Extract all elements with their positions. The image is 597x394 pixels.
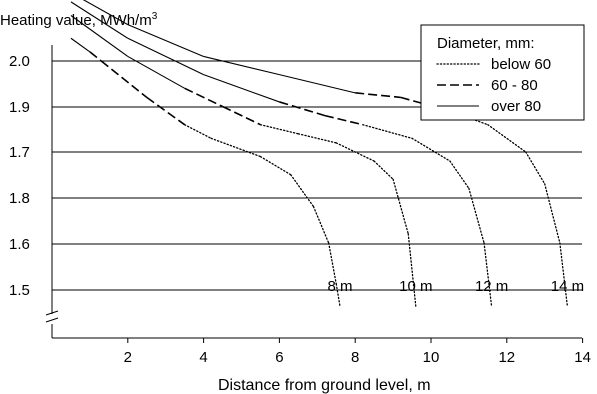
series-segment-dashed [146, 96, 186, 126]
x-tick-label: 14 [574, 349, 591, 366]
x-axis-title: Distance from ground level, m [218, 377, 431, 394]
series-10-m [70, 15, 417, 308]
series-segment-dotted [411, 137, 451, 162]
series-segment-dotted [362, 124, 413, 140]
series-segment-dotted [328, 242, 337, 285]
series-end-label: 10 m [399, 278, 432, 295]
x-tick-label: 2 [124, 349, 132, 366]
y-axis-title-superscript: 3 [152, 11, 158, 22]
series-segment-solid [70, 15, 129, 57]
series-8-m [70, 37, 341, 308]
series-segment-solid [127, 37, 204, 76]
x-tick-label: 8 [351, 349, 359, 366]
legend: Diameter, mm: below 60 60 - 80 over 80 [420, 24, 585, 121]
series-segment-dotted [392, 178, 409, 235]
series-segment-dotted [449, 160, 470, 190]
series-segment-dotted [335, 283, 341, 308]
series-segment-dotted [259, 155, 292, 176]
series-segment-dashed [100, 60, 148, 99]
series-segment-dotted [483, 242, 493, 308]
y-tick-label: 1.8 [9, 190, 30, 207]
series-segment-solid [70, 37, 91, 53]
series-segment-dotted [373, 160, 394, 180]
series-segment-dotted [544, 183, 561, 244]
series-segment-dotted [290, 174, 315, 208]
series-segment-dashed [279, 101, 326, 117]
series-segment-dotted [259, 124, 300, 135]
series-segment-solid [203, 55, 280, 76]
axis-break-mark [45, 317, 59, 323]
legend-entry-label: 60 - 80 [491, 77, 538, 94]
series-segment-dashed [89, 51, 102, 62]
x-tick-label: 4 [199, 349, 207, 366]
series-segment-solid [279, 74, 356, 94]
legend-box [420, 24, 585, 121]
series-segment-dotted [468, 187, 485, 244]
x-tick-labels: 2 4 6 8 10 12 14 [124, 338, 591, 366]
series-end-label: 12 m [475, 278, 508, 295]
y-axis-title-text: Heating value, MWh/m [0, 12, 152, 29]
series-end-label: 14 m [551, 278, 584, 295]
x-tick-label: 6 [275, 349, 283, 366]
series-segment-solid [203, 74, 280, 103]
series-segment-dotted [407, 233, 417, 308]
y-tick-label: 1.7 [9, 144, 30, 161]
series-segment-solid [70, 1, 129, 39]
axes [45, 45, 582, 339]
series-segment-dashed [184, 87, 223, 108]
series-segment-dotted [297, 133, 337, 144]
axis-break-mark [45, 310, 59, 316]
series-segment-dotted [559, 242, 569, 308]
series-segment-dotted [312, 205, 330, 244]
series-segment-dotted [525, 151, 546, 185]
series-segment-dotted [183, 124, 212, 140]
x-tick-label: 10 [423, 349, 440, 366]
y-tick-label: 2.0 [9, 53, 30, 70]
series-12-m [70, 1, 493, 308]
y-tick-label: 1.5 [9, 282, 30, 299]
series-segment-dotted [487, 124, 527, 153]
series-segment-dashed [355, 92, 401, 99]
y-tick-label: 1.9 [9, 99, 30, 116]
y-axis-title: Heating value, MWh/m3 [0, 11, 158, 29]
series-end-labels: 8 m 10 m 12 m 14 m [328, 278, 585, 295]
y-tick-labels: 2.0 1.9 1.7 1.8 1.6 1.5 [9, 53, 30, 299]
legend-entry-label: below 60 [491, 56, 551, 73]
y-tick-label: 1.6 [9, 236, 30, 253]
legend-title: Diameter, mm: [437, 35, 535, 52]
legend-entries: below 60 60 - 80 over 80 [436, 56, 551, 115]
series-segment-dotted [210, 137, 262, 158]
series-segment-dashed [324, 114, 363, 126]
series-segment-solid [82, 0, 129, 26]
x-tick-label: 12 [498, 349, 515, 366]
series-segment-dotted [335, 142, 375, 162]
series-group [70, 0, 569, 308]
series-segment-solid [127, 55, 185, 89]
legend-entry-label: over 80 [491, 98, 541, 115]
series-segment-solid [127, 24, 204, 57]
series-segment-dashed [222, 105, 261, 126]
series-end-label: 8 m [328, 278, 353, 295]
